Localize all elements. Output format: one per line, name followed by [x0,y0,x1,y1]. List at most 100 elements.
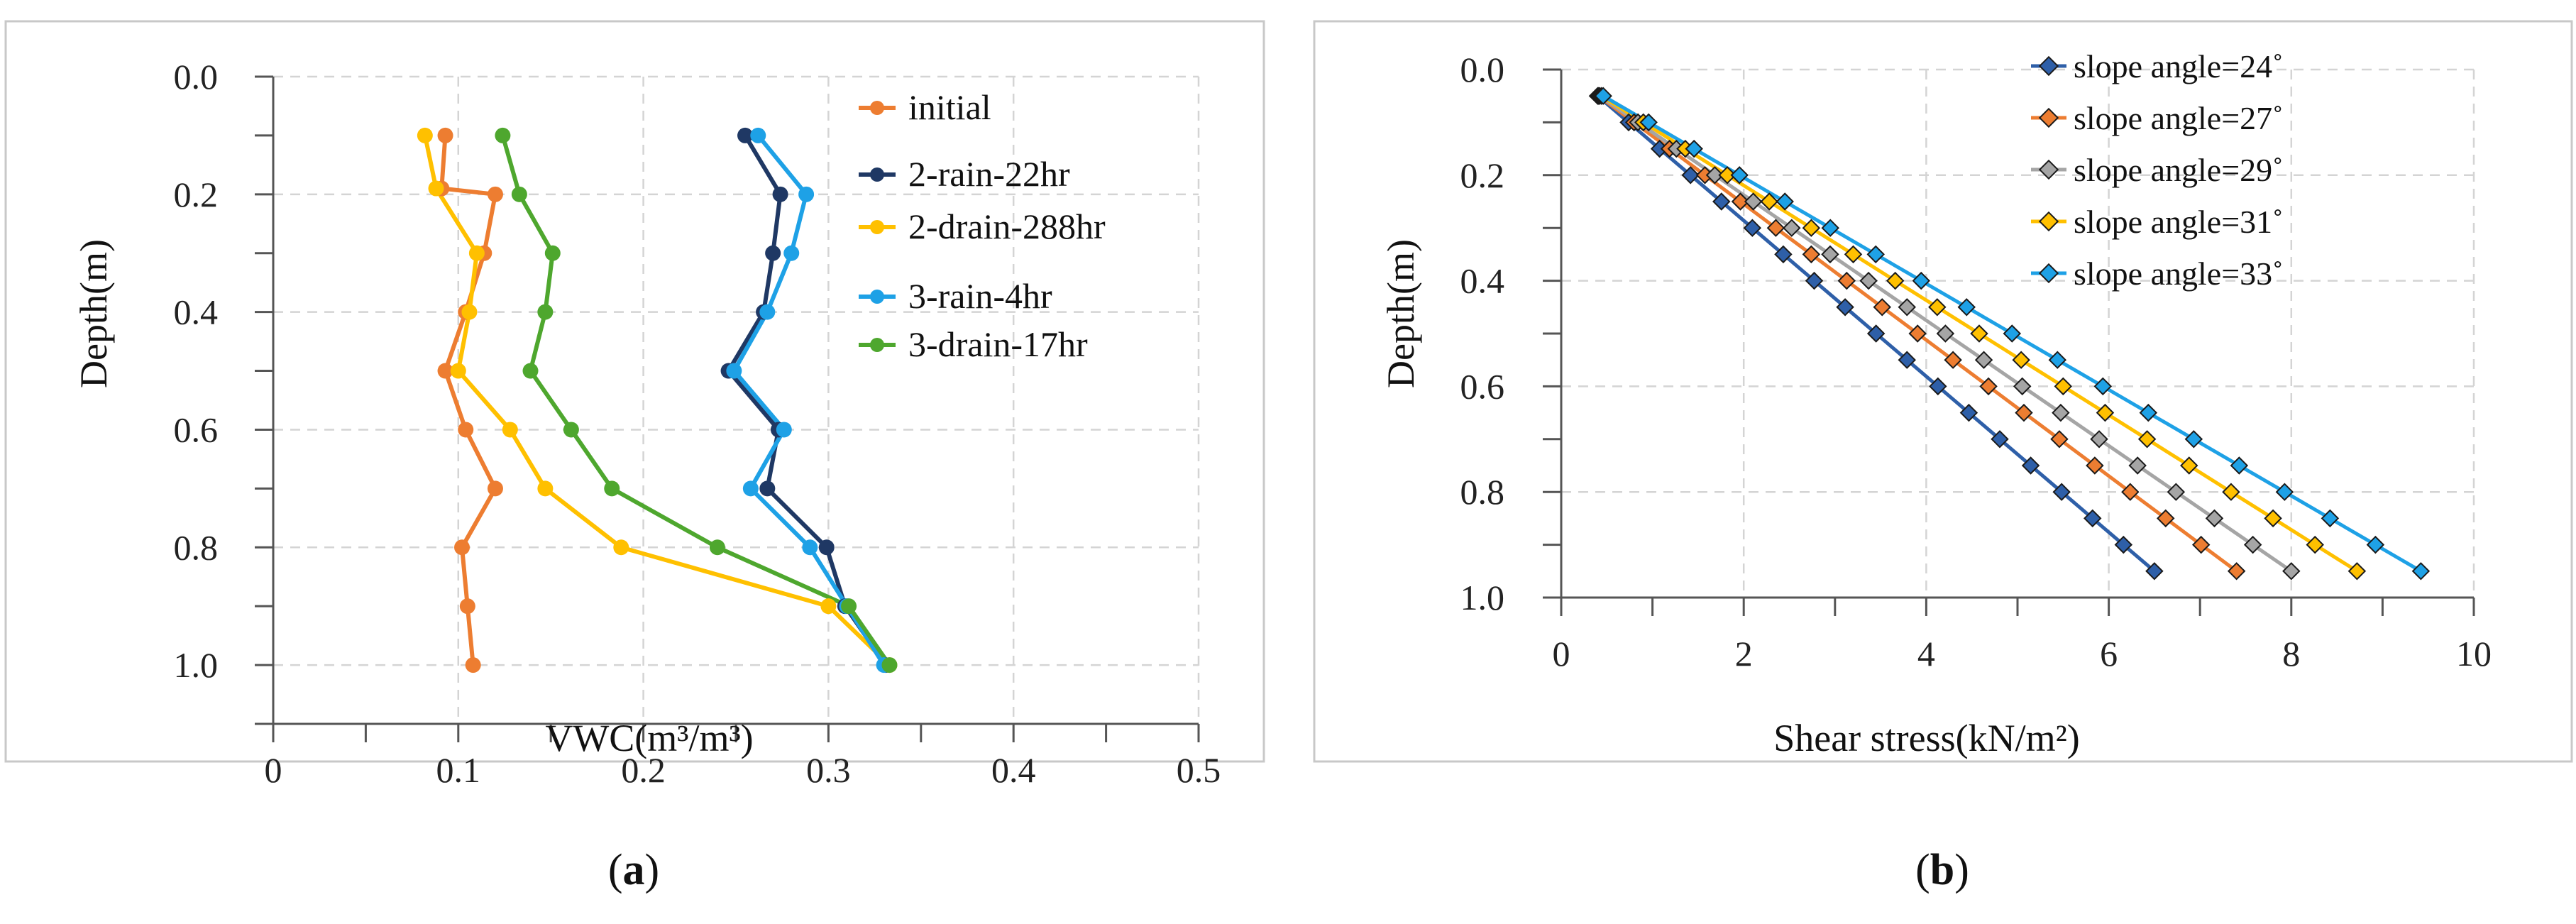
data-point-a [783,245,800,261]
tick-b-x: 2 [1735,634,1753,673]
data-point-b [1712,192,1731,211]
tick-a-x: 0.3 [806,750,851,790]
data-point-a [604,480,620,497]
panel-a-tick-labels: 0 0.1 0.2 0.3 0.4 0.5 0.0 0.2 0.4 0.6 0.8 1.0 [174,57,1221,790]
data-point-b [2275,483,2294,501]
data-point-b [1705,166,1724,185]
series-a-line [732,134,886,666]
data-point-b [2191,535,2211,554]
data-point-a [511,186,527,202]
data-point-b [2015,403,2033,422]
data-point-b [2086,456,2104,475]
data-point-b [1744,192,1763,211]
legend-b-label-33: slope angle=33˚ [2074,255,2283,292]
data-point-b [1760,192,1778,211]
panel-a-series-lines [422,134,891,667]
data-point-a [772,186,788,202]
tick-b-x: 4 [1917,634,1935,673]
data-point-b [1944,351,1962,369]
tick-b-y: 1.0 [1460,578,1505,617]
data-point-b [1776,192,1794,211]
tick-b-y: 0.2 [1460,155,1505,195]
data-point-a [454,539,470,556]
legend-a-label-3-rain-4hr: 3-rain-4hr [908,276,1052,316]
data-point-b [2205,509,2224,528]
data-point-a [465,657,481,673]
data-point-b [2180,456,2198,475]
tick-b-y: 0.8 [1460,472,1505,512]
data-point-b [1650,139,1669,158]
data-point-b [2321,509,2340,528]
data-point-a [459,598,475,615]
data-point-b [1866,324,1886,343]
data-point-b [1805,271,1824,290]
panel-b-axes [1543,68,2475,616]
data-point-b [1730,166,1749,185]
data-point-b [2021,456,2040,475]
data-point-b [2230,456,2249,475]
data-point-b [2003,324,2022,343]
data-point-b [2084,509,2102,528]
data-point-a [450,363,466,379]
data-point-b [2145,562,2164,581]
caption-a-letter: a [623,846,645,894]
tick-a-x: 0 [265,750,282,790]
legend-b-label-31: slope angle=31˚ [2074,204,2283,240]
data-point-b [2227,562,2246,581]
legend-a-marker-2-drain-288hr [870,220,884,234]
data-point-b [1859,271,1878,290]
data-point-b [1844,245,1863,264]
tick-a-y: 0.2 [174,175,219,214]
data-point-b [1639,113,1658,132]
data-point-a [709,539,725,556]
panel-a-ylabel: Depth(m) [72,239,115,388]
data-point-a [802,539,818,556]
data-point-b [2012,351,2030,369]
data-point-a [737,127,754,143]
data-point-b [2157,509,2175,528]
legend-a-label-3-drain-17hr: 3-drain-17hr [908,324,1088,364]
data-point-a [726,363,742,379]
data-point-b [1928,298,1947,317]
legend-b-label-27: slope angle=27˚ [2074,100,2283,136]
legend-a-label-initial: initial [908,87,991,127]
tick-a-x: 0.4 [991,750,1036,790]
data-point-b [2167,483,2186,501]
data-point-b [1979,377,1998,396]
legend-a-label-2-rain-22hr: 2-rain-22hr [908,154,1070,194]
data-point-a [437,127,453,143]
legend-b-marker-33 [2038,263,2059,284]
data-point-b [2139,403,2158,422]
data-point-a [461,304,478,320]
panel-a-axes [255,75,1200,742]
legend-b-marker-27 [2038,107,2059,128]
data-point-a [502,422,518,438]
data-point-b [1695,166,1714,185]
data-point-b [2093,377,2113,396]
tick-b-x: 10 [2456,634,2492,673]
tick-a-y: 0.8 [174,527,219,567]
data-point-a [765,245,781,261]
data-point-b [2096,403,2115,422]
data-point-a [537,480,554,497]
series-a-line [726,134,888,666]
data-point-b [2121,483,2140,501]
data-point-b [1957,298,1976,317]
data-point-a [759,304,776,320]
data-point-a [522,363,539,379]
tick-b-x: 0 [1553,634,1570,673]
tick-b-x: 8 [2282,634,2300,673]
data-point-b [1936,324,1955,343]
data-point-b [2114,535,2133,554]
data-point-b [1594,87,1612,105]
data-point-b [1731,192,1750,211]
data-point-b [1886,271,1905,290]
data-point-a [563,422,579,438]
series-a-line [422,135,891,667]
data-point-a [818,539,835,556]
data-point-b [1974,351,1993,369]
data-point-b [2013,377,2032,396]
legend-b-marker-24 [2038,55,2059,77]
data-point-b [2128,456,2147,475]
